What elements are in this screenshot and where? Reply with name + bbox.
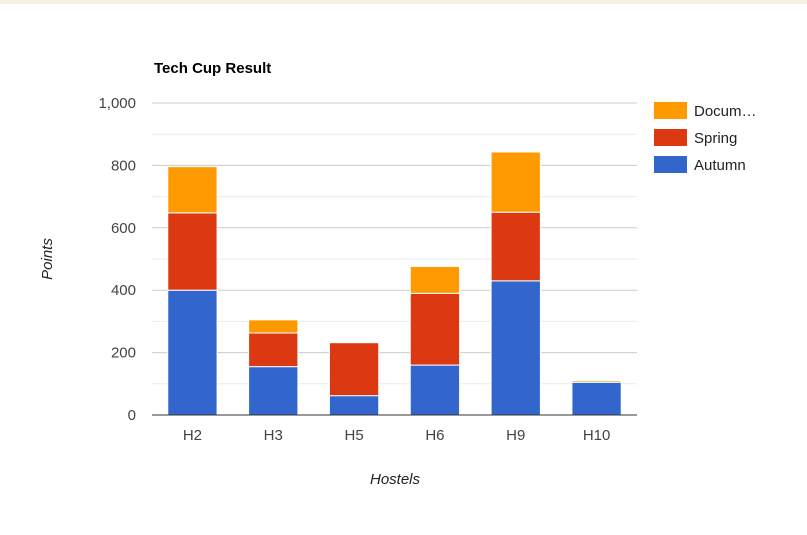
bars — [167, 151, 622, 416]
y-tick-label: 600 — [111, 220, 136, 237]
bar-segment-docum-h6[interactable] — [409, 265, 461, 294]
legend-label: Spring — [694, 130, 737, 147]
bar-segment-docum-h10[interactable] — [571, 380, 622, 383]
gridlines — [152, 102, 637, 385]
legend-label: Docum… — [694, 103, 757, 120]
top-strip — [0, 0, 807, 4]
y-axis-ticks: 0 200 400 600 800 1,000 — [98, 95, 136, 424]
legend-item-autumn[interactable]: Autumn — [654, 156, 746, 174]
bar-segment-spring-h5[interactable] — [328, 342, 380, 397]
x-tick-label: H6 — [425, 427, 444, 444]
bar-segment-spring-h6[interactable] — [409, 292, 461, 366]
legend-swatch — [654, 129, 687, 146]
bar-segment-docum-h5[interactable] — [328, 341, 380, 344]
bar-segment-docum-h2[interactable] — [167, 166, 218, 214]
bar-segment-autumn-h9[interactable] — [490, 280, 541, 416]
chart-title: Tech Cup Result — [154, 60, 271, 77]
bar-segment-spring-h9[interactable] — [490, 211, 541, 282]
legend: Docum… Spring Autumn — [654, 102, 757, 174]
y-tick-label: 0 — [128, 407, 136, 424]
bar-segment-docum-h9[interactable] — [490, 151, 541, 213]
x-axis-title: Hostels — [370, 471, 421, 488]
y-axis-title: Points — [39, 238, 56, 280]
bar-segment-autumn-h5[interactable] — [328, 395, 380, 416]
y-tick-label: 800 — [111, 157, 136, 174]
legend-label: Autumn — [694, 157, 746, 174]
legend-swatch — [654, 156, 687, 173]
bar-segment-autumn-h3[interactable] — [248, 366, 299, 416]
x-tick-label: H2 — [183, 427, 202, 444]
x-axis-ticks: H2 H3 H5 H6 H9 H10 — [183, 427, 611, 444]
bar-segment-spring-h3[interactable] — [248, 332, 299, 368]
bar-segment-autumn-h6[interactable] — [409, 364, 461, 416]
y-tick-label: 400 — [111, 282, 136, 299]
bar-segment-docum-h3[interactable] — [248, 319, 299, 334]
y-tick-label: 200 — [111, 345, 136, 362]
y-tick-label: 1,000 — [98, 95, 136, 112]
x-tick-label: H3 — [264, 427, 283, 444]
legend-item-docum[interactable]: Docum… — [654, 102, 757, 120]
x-tick-label: H9 — [506, 427, 525, 444]
x-tick-label: H10 — [583, 427, 611, 444]
x-tick-label: H5 — [344, 427, 363, 444]
legend-swatch — [654, 102, 687, 119]
legend-item-spring[interactable]: Spring — [654, 129, 737, 147]
bar-segment-autumn-h10[interactable] — [571, 381, 622, 416]
bar-segment-spring-h2[interactable] — [167, 212, 218, 291]
bar-segment-autumn-h2[interactable] — [167, 289, 218, 416]
